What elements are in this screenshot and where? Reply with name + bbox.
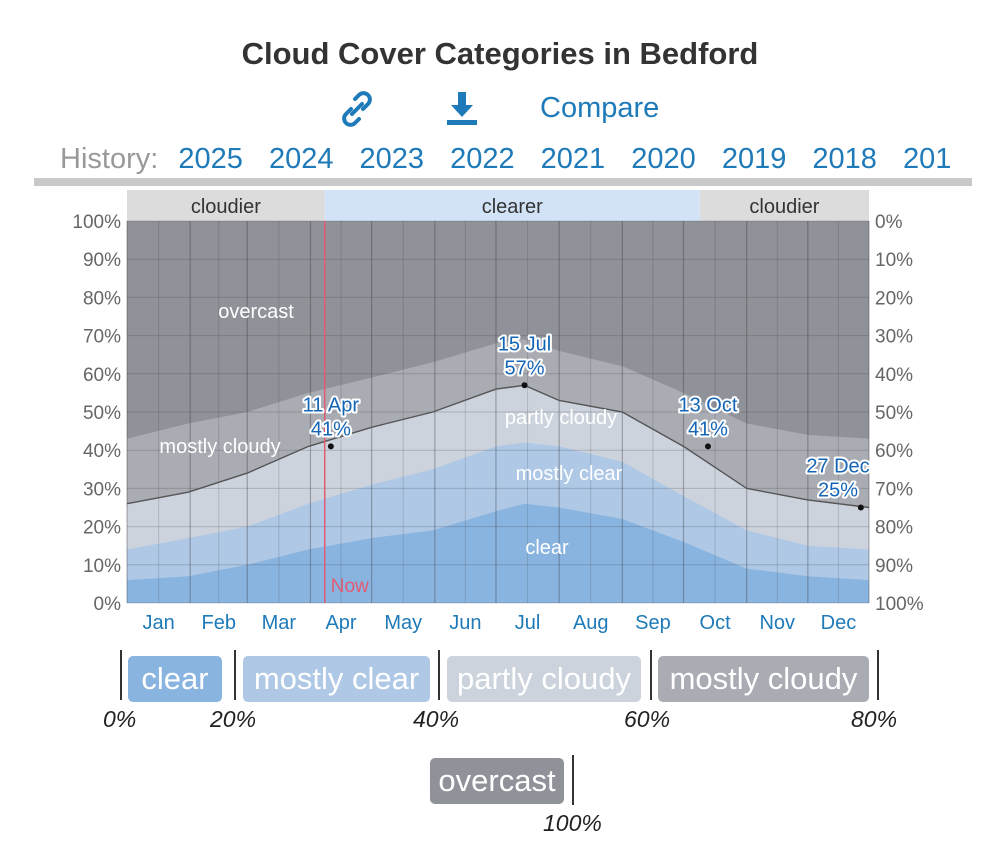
history-year-2025[interactable]: 2025: [178, 143, 243, 175]
cloud-cover-chart: cloudier clearer cloudier Now 0% 10% 20% 30% 40%…: [72, 190, 924, 634]
band-label-cloudier-0: cloudier: [191, 196, 261, 218]
month-label-apr: Apr: [325, 612, 356, 634]
area-label-mostly-clear: mostly clear: [516, 463, 623, 485]
legend-threshold-5: 100%: [543, 810, 602, 836]
history-year-2024[interactable]: 2024: [268, 143, 334, 175]
now-label: Now: [331, 576, 369, 597]
annotation-date-3: 27 Dec: [806, 456, 869, 478]
annotation-value-0: 41%: [311, 418, 351, 440]
series-line-partly-cloudy: [126, 384, 870, 509]
y-right-tick-1: 90%: [875, 556, 913, 577]
y-right-tick-0: 100%: [875, 594, 924, 615]
band-label-cloudier-2: cloudier: [749, 196, 819, 218]
legend-threshold-2: 40%: [413, 706, 460, 732]
history-year-2019[interactable]: 2019: [721, 143, 787, 175]
y-left-tick-3: 30%: [83, 479, 121, 500]
month-label-may: May: [384, 612, 422, 634]
history-bar: History: 2025 2024 2023 2022 2021 2020 2…: [60, 143, 969, 176]
legend-threshold-3: 60%: [624, 706, 671, 732]
legend-threshold-0: 0%: [103, 706, 137, 732]
area-clear: [127, 503, 869, 603]
legend-overcast: overcast: [430, 758, 564, 804]
month-label-aug: Aug: [573, 612, 609, 634]
y-left-tick-5: 50%: [83, 403, 121, 424]
toolbar: Compare: [0, 90, 1000, 130]
annotation-value-1: 57%: [504, 357, 544, 379]
y-right-tick-6: 40%: [875, 365, 913, 386]
y-right-tick-3: 70%: [875, 479, 913, 500]
history-year-2018[interactable]: 2018: [812, 143, 877, 175]
history-year-2022[interactable]: 2022: [450, 143, 515, 175]
annotation-date-0: 11 Apr: [303, 394, 360, 416]
y-right-tick-7: 30%: [875, 327, 913, 348]
annotation-point-3: [857, 504, 864, 511]
area-label-overcast: overcast: [218, 301, 294, 323]
band-clearer-1: [324, 190, 700, 221]
y-right-tick-2: 80%: [875, 518, 913, 539]
month-label-sep: Sep: [635, 612, 671, 634]
link-icon[interactable]: [338, 90, 376, 128]
month-label-jan: Jan: [142, 612, 174, 634]
month-label-jul: Jul: [515, 612, 541, 634]
annotation-date-1: 15 Jul: [498, 333, 551, 355]
history-year-2023[interactable]: 2023: [359, 143, 425, 175]
annotation-point-0: [327, 443, 334, 450]
y-left-tick-2: 20%: [83, 518, 121, 539]
history-year-2021[interactable]: 2021: [540, 143, 606, 175]
annotation-value-3: 25%: [818, 480, 858, 502]
y-left-tick-8: 80%: [83, 288, 121, 309]
history-label: History:: [60, 143, 159, 175]
area-label-mostly-cloudy: mostly cloudy: [159, 436, 280, 458]
legend-threshold-1: 20%: [210, 706, 257, 732]
annotation-value-2: 41%: [688, 418, 728, 440]
legend-partly-cloudy: partly cloudy: [447, 656, 641, 702]
legend-mostly-cloudy: mostly cloudy: [658, 656, 869, 702]
band-cloudier-2: [699, 190, 869, 221]
band-cloudier-0: [127, 190, 325, 221]
y-left-tick-6: 60%: [83, 365, 121, 386]
month-label-jun: Jun: [449, 612, 481, 634]
y-left-tick-10: 100%: [72, 212, 121, 233]
annotation-point-1: [521, 382, 528, 389]
legend-clear: clear: [128, 656, 222, 702]
annotation-date-2: 13 Oct: [679, 394, 738, 416]
y-left-tick-9: 90%: [83, 250, 121, 271]
legend-mostly-clear: mostly clear: [243, 656, 430, 702]
legend-tick-4: [877, 650, 879, 700]
month-label-feb: Feb: [201, 612, 235, 634]
annotation-point-2: [704, 443, 711, 450]
chart-title: Cloud Cover Categories in Bedford: [241, 36, 759, 71]
month-label-oct: Oct: [700, 612, 732, 634]
legend-tick-3: [650, 650, 652, 700]
area-label-partly-cloudy: partly cloudy: [505, 407, 617, 429]
y-left-tick-1: 10%: [83, 556, 121, 577]
legend-tick-5: [572, 755, 574, 805]
month-label-mar: Mar: [262, 612, 297, 634]
y-right-tick-4: 60%: [875, 441, 913, 462]
compare-link[interactable]: Compare: [540, 92, 660, 124]
history-year-partial[interactable]: 201: [902, 143, 952, 175]
y-left-tick-0: 0%: [94, 594, 122, 615]
download-icon[interactable]: [443, 90, 481, 128]
y-right-tick-5: 50%: [875, 403, 913, 424]
legend-tick-1: [234, 650, 236, 700]
legend: clear mostly clear partly cloudy mostly clo…: [0, 640, 1000, 857]
legend-tick-2: [438, 650, 440, 700]
history-year-2020[interactable]: 2020: [631, 143, 696, 175]
band-label-clearer-1: clearer: [482, 196, 543, 218]
y-left-tick-7: 70%: [83, 327, 121, 348]
month-label-nov: Nov: [759, 612, 795, 634]
y-right-tick-9: 10%: [875, 250, 913, 271]
legend-tick-0: [120, 650, 122, 700]
month-label-dec: Dec: [821, 612, 857, 634]
area-label-clear: clear: [525, 537, 569, 559]
legend-threshold-4: 80%: [851, 706, 898, 732]
y-left-tick-4: 40%: [83, 441, 121, 462]
y-right-tick-10: 0%: [875, 212, 903, 233]
y-right-tick-8: 20%: [875, 288, 913, 309]
header-divider: [34, 178, 972, 186]
